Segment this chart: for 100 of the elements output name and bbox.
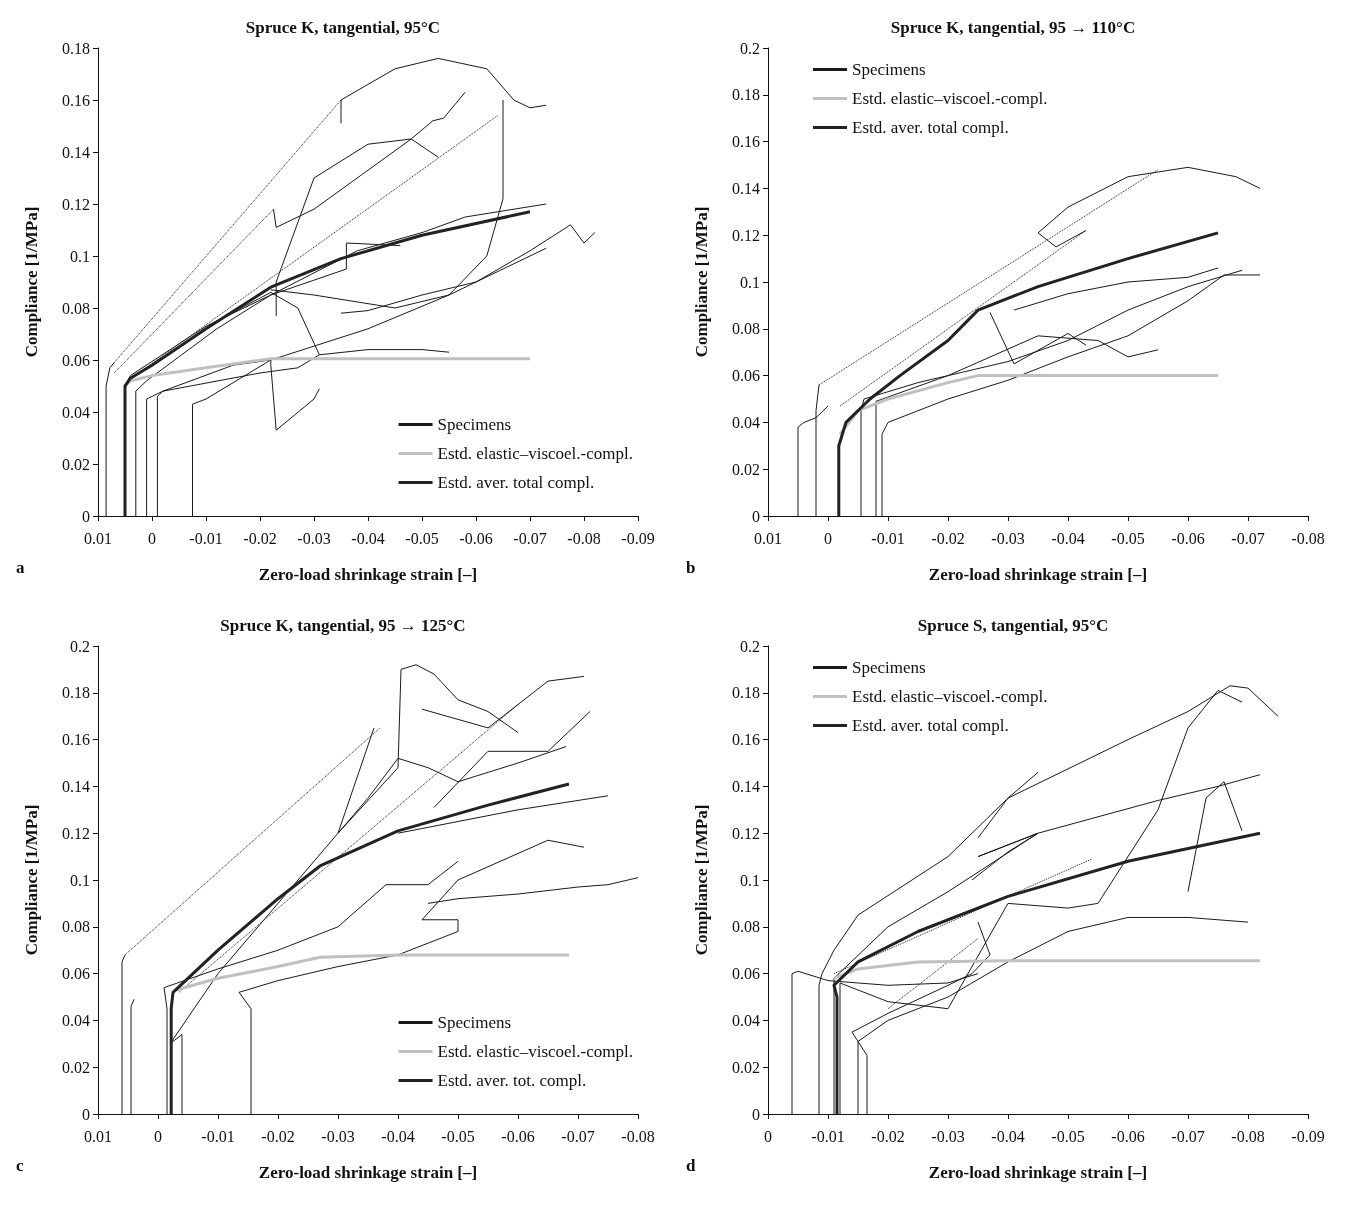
y-tick-label: 0.1 xyxy=(740,871,760,889)
legend-label: Estd. elastic–viscoel.-compl. xyxy=(852,687,1048,706)
x-tick-label: -0.06 xyxy=(1111,1127,1145,1145)
y-tick-label: 0.2 xyxy=(740,637,760,655)
x-tick-label: -0.09 xyxy=(621,529,655,547)
x-tick-label: 0.01 xyxy=(84,529,112,547)
x-axis-title: Zero-load shrinkage strain [–] xyxy=(258,1163,478,1182)
y-tick-label: 0.16 xyxy=(732,731,760,749)
x-tick-label: -0.08 xyxy=(621,1127,655,1145)
chart-title: Spruce S, tangential, 95°C xyxy=(917,616,1109,635)
y-tick-label: 0.04 xyxy=(62,1011,90,1029)
y-tick-label: 0.2 xyxy=(70,637,90,655)
legend-label: Estd. aver. total compl. xyxy=(437,473,595,492)
text: c xyxy=(16,1156,24,1175)
x-tick-label: -0.02 xyxy=(243,529,277,547)
y-axis-title: Compliance [1/MPa] xyxy=(692,206,711,358)
x-tick-label: -0.07 xyxy=(561,1127,595,1145)
y-tick-label: 0.12 xyxy=(732,824,760,842)
chart-title: Spruce K, tangential, 95 → 110°C xyxy=(890,18,1136,37)
y-tick-label: 0.06 xyxy=(732,965,760,983)
y-tick-label: 0.08 xyxy=(62,299,90,317)
x-tick-label: -0.02 xyxy=(871,1127,905,1145)
legend-label: Specimens xyxy=(852,60,926,79)
x-tick-label: -0.04 xyxy=(351,529,385,547)
x-axis-title: Zero-load shrinkage strain [–] xyxy=(258,565,478,584)
chart-title: Spruce K, tangential, 95 → 125°C xyxy=(220,616,466,635)
text: d xyxy=(686,1156,696,1175)
x-tick-label: 0 xyxy=(154,1127,162,1145)
y-tick-label: 0.1 xyxy=(740,273,760,291)
x-tick-label: -0.05 xyxy=(1051,1127,1085,1145)
y-tick-label: 0.14 xyxy=(62,777,90,795)
y-tick-label: 0.02 xyxy=(62,455,90,473)
y-tick-label: 0.16 xyxy=(732,133,760,151)
x-tick-label: -0.09 xyxy=(1291,1127,1325,1145)
y-tick-label: 0 xyxy=(82,507,90,525)
x-tick-label: -0.07 xyxy=(1171,1127,1205,1145)
y-tick-label: 0.1 xyxy=(70,871,90,889)
x-tick-label: -0.04 xyxy=(381,1127,415,1145)
legend-label: Estd. elastic–viscoel.-compl. xyxy=(437,444,633,463)
y-tick-label: 0.04 xyxy=(62,403,90,421)
x-tick-label: -0.04 xyxy=(1051,529,1085,547)
legend-label: Estd. aver. total compl. xyxy=(852,118,1009,137)
x-tick-label: -0.03 xyxy=(297,529,331,547)
y-tick-label: 0.08 xyxy=(62,918,90,936)
y-tick-label: 0.12 xyxy=(62,824,90,842)
y-tick-label: 0.18 xyxy=(732,684,760,702)
x-tick-label: -0.08 xyxy=(1231,1127,1265,1145)
x-tick-label: -0.08 xyxy=(1291,529,1325,547)
x-tick-label: -0.05 xyxy=(441,1127,475,1145)
y-axis-title: Compliance [1/MPa] xyxy=(692,804,711,956)
y-tick-label: 0.12 xyxy=(62,195,90,213)
x-tick-label: -0.01 xyxy=(189,529,223,547)
x-tick-label: -0.06 xyxy=(501,1127,535,1145)
x-tick-label: -0.06 xyxy=(1171,529,1205,547)
y-tick-label: 0.06 xyxy=(732,367,760,385)
y-axis-title: Compliance [1/MPa] xyxy=(22,206,41,358)
text: a xyxy=(16,558,25,577)
y-tick-label: 0.04 xyxy=(732,413,760,431)
y-tick-label: 0 xyxy=(752,507,760,525)
x-tick-label: 0.01 xyxy=(754,529,782,547)
y-tick-label: 0.16 xyxy=(62,91,90,109)
x-tick-label: 0.01 xyxy=(84,1127,112,1145)
chart-title: Spruce K, tangential, 95°C xyxy=(245,18,441,37)
legend-label: Estd. elastic–viscoel.-compl. xyxy=(437,1042,633,1061)
y-tick-label: 0.02 xyxy=(732,1058,760,1076)
x-tick-label: -0.07 xyxy=(1231,529,1265,547)
y-tick-label: 0.14 xyxy=(732,179,760,197)
y-tick-label: 0.08 xyxy=(732,918,760,936)
x-tick-label: 0 xyxy=(764,1127,772,1145)
y-tick-label: 0.12 xyxy=(732,226,760,244)
y-tick-label: 0.16 xyxy=(62,731,90,749)
x-tick-label: -0.01 xyxy=(811,1127,845,1145)
y-tick-label: 0.14 xyxy=(732,777,760,795)
y-tick-label: 0.18 xyxy=(732,86,760,104)
x-tick-label: -0.02 xyxy=(261,1127,295,1145)
x-tick-label: -0.05 xyxy=(405,529,439,547)
legend-label: Specimens xyxy=(437,1013,512,1032)
x-tick-label: -0.01 xyxy=(871,529,905,547)
y-tick-label: 0.2 xyxy=(740,39,760,57)
y-tick-label: 0.02 xyxy=(62,1058,90,1076)
y-tick-label: 0.18 xyxy=(62,684,90,702)
text: b xyxy=(686,558,696,577)
x-axis-title: Zero-load shrinkage strain [–] xyxy=(928,565,1148,584)
x-tick-label: -0.04 xyxy=(991,1127,1025,1145)
x-axis-title: Zero-load shrinkage strain [–] xyxy=(928,1163,1148,1182)
legend-label: Estd. aver. total compl. xyxy=(852,716,1009,735)
y-tick-label: 0.04 xyxy=(732,1011,760,1029)
y-tick-label: 0.14 xyxy=(62,143,90,161)
x-tick-label: 0 xyxy=(148,529,156,547)
x-tick-label: 0 xyxy=(824,529,832,547)
x-tick-label: -0.03 xyxy=(321,1127,355,1145)
x-tick-label: -0.05 xyxy=(1111,529,1145,547)
legend-label: Estd. aver. tot. compl. xyxy=(437,1071,587,1090)
legend-label: Estd. elastic–viscoel.-compl. xyxy=(852,89,1048,108)
x-tick-label: -0.01 xyxy=(201,1127,235,1145)
y-tick-label: 0 xyxy=(752,1105,760,1123)
x-tick-label: -0.06 xyxy=(459,529,493,547)
x-tick-label: -0.08 xyxy=(567,529,601,547)
y-axis-title: Compliance [1/MPa] xyxy=(22,804,41,956)
legend-label: Specimens xyxy=(437,415,512,434)
